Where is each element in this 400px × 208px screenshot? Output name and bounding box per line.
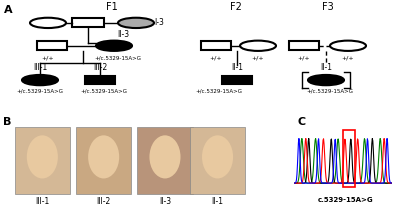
Text: +/c.5329-15A>G: +/c.5329-15A>G (80, 89, 128, 94)
Text: II-3: II-3 (117, 30, 129, 40)
Bar (289, 41, 319, 50)
Text: +/+: +/+ (252, 56, 264, 61)
Ellipse shape (202, 135, 233, 178)
Text: +/+: +/+ (210, 56, 222, 61)
Text: F1: F1 (106, 2, 118, 12)
Text: II-1: II-1 (212, 197, 224, 206)
Text: +/c.5329-15A>G: +/c.5329-15A>G (196, 89, 242, 94)
Text: +/+: +/+ (342, 56, 354, 61)
Circle shape (22, 75, 58, 85)
Text: F3: F3 (322, 2, 334, 12)
Text: III-2: III-2 (96, 197, 111, 206)
Text: III-1: III-1 (35, 197, 50, 206)
Text: +/+: +/+ (298, 56, 310, 61)
Text: II-1: II-1 (231, 63, 243, 72)
Circle shape (118, 18, 154, 28)
Ellipse shape (150, 135, 180, 178)
Bar (37, 41, 67, 50)
Bar (76, 126, 131, 194)
Circle shape (96, 41, 132, 51)
Bar (15, 126, 70, 194)
Text: c.5329-15A>G: c.5329-15A>G (318, 197, 374, 203)
Text: F2: F2 (230, 2, 242, 12)
Ellipse shape (88, 135, 119, 178)
Bar (201, 41, 231, 50)
Text: +/c.5329-15A>G: +/c.5329-15A>G (16, 89, 64, 94)
Text: +/+: +/+ (42, 56, 54, 61)
Text: III-1: III-1 (33, 63, 47, 72)
Bar (137, 126, 193, 194)
Bar (85, 76, 115, 84)
Bar (222, 76, 252, 84)
Text: B: B (3, 117, 11, 127)
Text: C: C (297, 117, 306, 127)
Bar (72, 18, 104, 27)
Bar (190, 126, 245, 194)
Bar (343, 130, 355, 187)
Text: A: A (4, 5, 13, 15)
Text: +/c.5329-15A>G: +/c.5329-15A>G (306, 89, 354, 94)
Text: II-3: II-3 (159, 197, 171, 206)
Text: III-2: III-2 (93, 63, 107, 72)
Circle shape (308, 75, 344, 85)
Text: +/c.5329-15A>G: +/c.5329-15A>G (94, 56, 142, 61)
Text: II-1: II-1 (320, 63, 332, 72)
Ellipse shape (27, 135, 58, 178)
Text: I-3: I-3 (154, 18, 164, 27)
